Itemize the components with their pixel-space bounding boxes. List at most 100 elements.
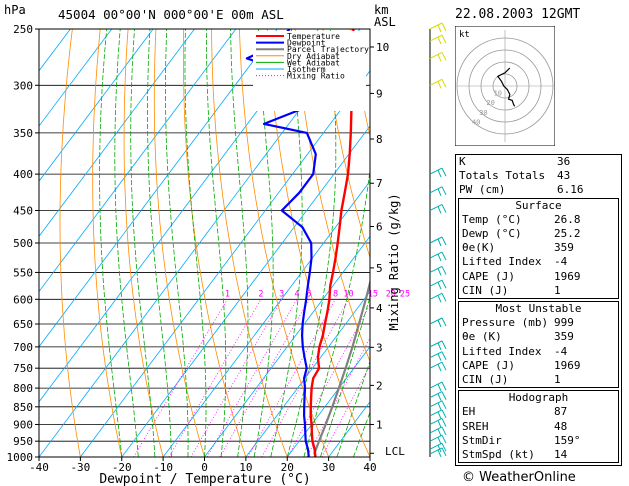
- index-label: EH: [462, 405, 476, 419]
- legend-label: Dewpoint: [287, 39, 326, 48]
- hodograph-trace: [496, 67, 516, 107]
- index-row: Dewp (°C) 25.2: [459, 227, 618, 241]
- mixing-ratio-line: [133, 299, 228, 457]
- wet-adiabat-line: [114, 29, 139, 457]
- height-tick-label: 4: [376, 302, 383, 315]
- height-tick-label: 7: [376, 177, 383, 190]
- wet-adiabat-line: [230, 29, 249, 457]
- skewt-chart: 1 2 3 4 5 8 10 15 20 25 2503003504004505005506006…: [4, 3, 447, 486]
- temperature-tick-label: -20: [112, 461, 132, 474]
- temperature-tick-label: -30: [70, 461, 90, 474]
- pressure-tick-label: 600: [13, 293, 33, 306]
- height-tick-label: 1: [376, 418, 383, 431]
- mixing-ratio-label: 25: [400, 289, 410, 299]
- wind-barb: [429, 418, 447, 428]
- legend-label: Mixing Ratio: [287, 72, 345, 81]
- temperature-line: [309, 29, 355, 457]
- index-row: CAPE (J) 1969: [459, 359, 618, 373]
- index-row: Lifted Index -4: [459, 345, 618, 359]
- most-unstable-title: Most Unstable: [495, 302, 582, 316]
- index-label: CAPE (J): [462, 269, 515, 283]
- temperature-tick-label: -40: [29, 461, 49, 474]
- isotherm-line: [39, 29, 154, 182]
- wet-adiabat-line: [320, 295, 370, 457]
- mixing-ratio-line: [190, 299, 282, 457]
- pressure-tick-label: 350: [13, 127, 33, 140]
- surface-section: Surface Temp (°C) 26.8 Dewp (°C) 25.2 θe(K) 3…: [458, 197, 619, 300]
- isotherm-line: [162, 180, 370, 457]
- isotherm-line: [121, 125, 370, 457]
- hodograph-title: Hodograph: [508, 391, 569, 405]
- wind-barb: [429, 204, 447, 214]
- mixing-ratio-line: [219, 299, 310, 457]
- index-value: 36: [557, 155, 571, 168]
- index-label: Lifted Index: [462, 255, 542, 269]
- pressure-tick-label: 550: [13, 266, 33, 279]
- index-label: StmSpd (kt): [462, 448, 535, 462]
- height-tick-label: 5: [376, 262, 383, 275]
- isotherm-line: [39, 29, 237, 293]
- height-tick-label: 8: [376, 133, 383, 146]
- dry-adiabat-line: [153, 29, 205, 457]
- most-unstable-section: Most Unstable Pressure (mb) 999 θe (K) 359 L…: [458, 301, 619, 389]
- isotherm-line: [39, 29, 195, 237]
- pressure-tick-label: 450: [13, 204, 33, 217]
- wind-barb: [429, 34, 447, 45]
- pressure-tick-label: 850: [13, 401, 33, 414]
- index-row: K 36: [456, 155, 621, 169]
- index-label: Lifted Index: [462, 344, 542, 358]
- legend-box: [253, 31, 366, 111]
- index-row: Pressure (mb) 999: [459, 316, 618, 330]
- index-row: Lifted Index -4: [459, 255, 618, 269]
- index-row: StmSpd (kt) 14: [459, 448, 618, 462]
- wet-adiabat-line: [165, 29, 189, 457]
- dry-adiabat-line: [294, 29, 370, 363]
- wind-barb: [429, 236, 447, 247]
- sounding-lines: [245, 29, 370, 457]
- index-label: Temp (°C): [462, 212, 522, 226]
- mixing-ratio-label: 4: [294, 289, 299, 299]
- legend-label: Dry Adiabat: [287, 52, 340, 61]
- pressure-tick-label: 250: [13, 23, 33, 36]
- pressure-tick-label: 1000: [7, 451, 34, 464]
- index-label: Dewp (°C): [462, 227, 522, 241]
- wind-barb: [429, 426, 447, 437]
- pressure-axis: 250 300 350 400 450 500 550 600 650 700 750 800 850 9…: [7, 23, 39, 464]
- index-label: SREH: [462, 419, 489, 433]
- copyright: © WeatherOnline: [462, 470, 576, 485]
- mixing-ratio-label: 2: [258, 289, 263, 299]
- dry-adiabat-line: [59, 29, 81, 457]
- dry-adiabat-line: [211, 29, 288, 457]
- index-label: Totals Totals: [459, 169, 546, 183]
- index-label: Pressure (mb): [462, 316, 549, 330]
- height-tick-label: 9: [376, 87, 383, 100]
- index-row: EH 87: [459, 405, 618, 419]
- wind-barb-column: [429, 22, 447, 458]
- wind-barb: [429, 186, 447, 197]
- index-row: PW (cm) 6.16: [456, 183, 621, 197]
- mixing-ratio-label: 15: [368, 289, 378, 299]
- wind-barb: [429, 167, 447, 178]
- pressure-tick-label: 750: [13, 362, 33, 375]
- hodograph-ring-label: 20: [486, 99, 494, 107]
- pressure-tick-label: 400: [13, 168, 33, 181]
- mixing-ratio-line: [321, 364, 370, 457]
- wind-barb: [429, 292, 447, 303]
- index-row: SREH 48: [459, 420, 618, 434]
- index-value: 359: [554, 241, 574, 255]
- index-value: -4: [554, 344, 568, 358]
- mixing-ratio-label: 10: [343, 289, 353, 299]
- mixing-ratio-labels: 1 2 3 4 5 8 10 15 20 25: [225, 289, 410, 299]
- wind-barb: [429, 279, 447, 290]
- pressure-tick-label: 700: [13, 341, 33, 354]
- wet-adiabat-line: [130, 29, 156, 457]
- mixing-ratio-line: [168, 299, 262, 457]
- isotherm-line: [39, 29, 278, 348]
- wind-barb: [429, 381, 447, 392]
- height-unit-label: km: [374, 3, 388, 17]
- wind-barb: [429, 251, 447, 262]
- wet-adiabat-line: [253, 29, 274, 457]
- index-label: CAPE (J): [462, 358, 515, 372]
